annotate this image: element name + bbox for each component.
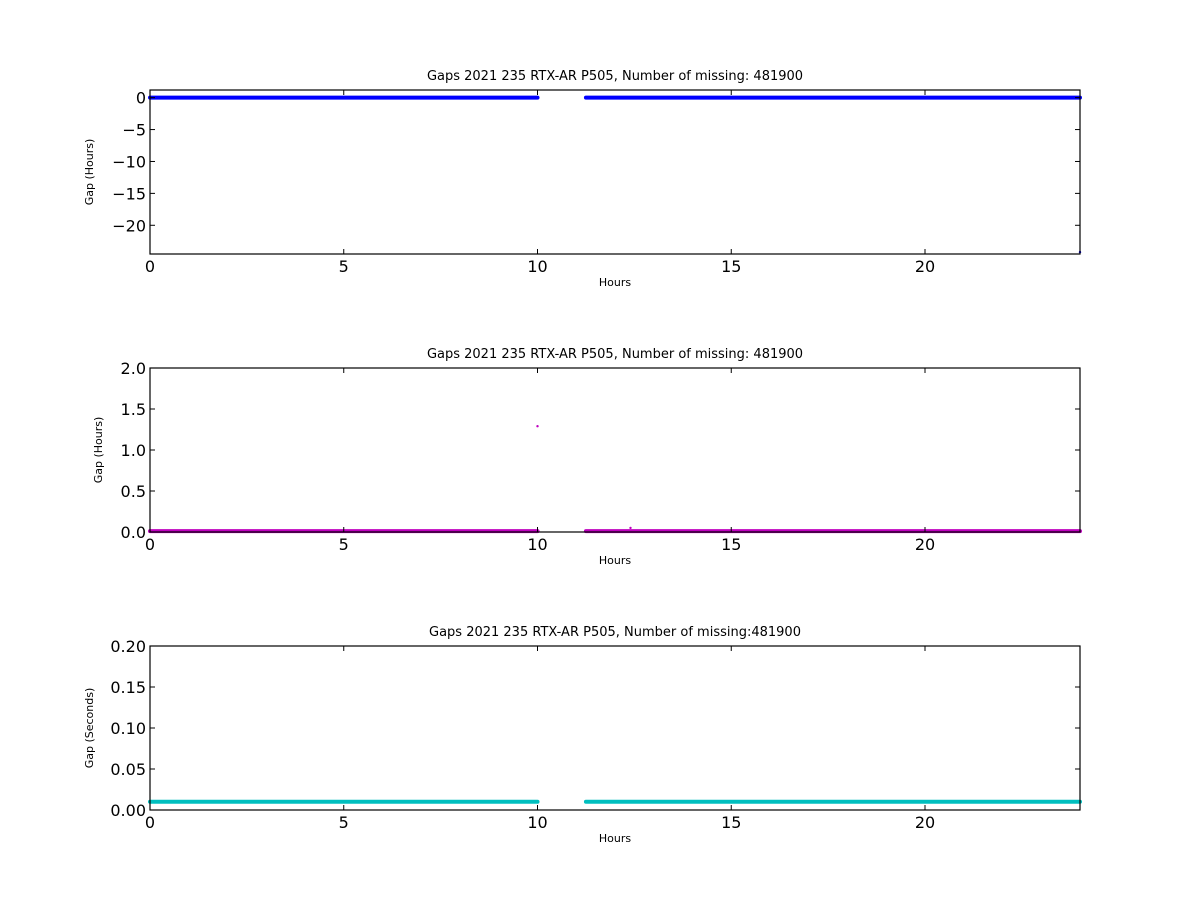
chart-title: Gaps 2021 235 RTX-AR P505, Number of mis…	[429, 625, 801, 640]
y-tick-label: 0	[136, 89, 146, 108]
x-tick-label: 10	[527, 813, 547, 832]
x-tick-label: 5	[339, 257, 349, 276]
x-tick-label: 5	[339, 535, 349, 554]
x-tick-label: 0	[145, 535, 155, 554]
data-layer	[148, 95, 1082, 254]
x-tick-label: 20	[915, 813, 935, 832]
y-axis-label: Gap (Hours)	[83, 139, 96, 206]
x-axis-label: Hours	[599, 276, 631, 289]
y-tick-label: 2.0	[121, 359, 146, 378]
y-tick-label: −20	[112, 216, 146, 235]
y-axis-label: Gap (Seconds)	[83, 688, 96, 769]
x-tick-label: 5	[339, 813, 349, 832]
y-tick-label: 0.00	[110, 801, 146, 820]
y-tick-label: −5	[122, 121, 146, 140]
x-tick-label: 0	[145, 257, 155, 276]
y-tick-label: 0.20	[110, 637, 146, 656]
y-tick-label: −15	[112, 184, 146, 203]
plot-frame	[149, 367, 1081, 533]
data-point-2	[629, 526, 632, 530]
chart-title: Gaps 2021 235 RTX-AR P505, Number of mis…	[427, 347, 803, 362]
y-tick-label: 0.05	[110, 760, 146, 779]
chart-panel-1: Gaps 2021 235 RTX-AR P505, Number of mis…	[83, 69, 1082, 289]
chart-title: Gaps 2021 235 RTX-AR P505, Number of mis…	[427, 69, 803, 84]
y-tick-label: 0.10	[110, 719, 146, 738]
y-axis-label: Gap (Hours)	[92, 417, 105, 484]
x-tick-label: 15	[721, 813, 741, 832]
y-tick-label: 0.0	[121, 523, 146, 542]
x-tick-label: 0	[145, 813, 155, 832]
y-tick-label: 0.5	[121, 482, 146, 501]
y-tick-label: −10	[112, 152, 146, 171]
x-tick-label: 20	[915, 257, 935, 276]
x-axis-label: Hours	[599, 832, 631, 845]
x-axis-label: Hours	[599, 554, 631, 567]
plot-frame	[149, 645, 1081, 811]
data-layer	[148, 425, 1082, 534]
chart-panel-3: Gaps 2021 235 RTX-AR P505, Number of mis…	[83, 625, 1082, 845]
y-tick-label: 1.5	[121, 400, 146, 419]
x-tick-label: 15	[721, 535, 741, 554]
y-tick-label: 0.15	[110, 678, 146, 697]
chart-panel-2: Gaps 2021 235 RTX-AR P505, Number of mis…	[92, 347, 1082, 567]
plot-frame	[149, 89, 1081, 255]
x-tick-label: 20	[915, 535, 935, 554]
x-tick-label: 10	[527, 535, 547, 554]
x-tick-label: 15	[721, 257, 741, 276]
y-tick-label: 1.0	[121, 441, 146, 460]
x-tick-label: 10	[527, 257, 547, 276]
data-point-1	[536, 425, 539, 428]
